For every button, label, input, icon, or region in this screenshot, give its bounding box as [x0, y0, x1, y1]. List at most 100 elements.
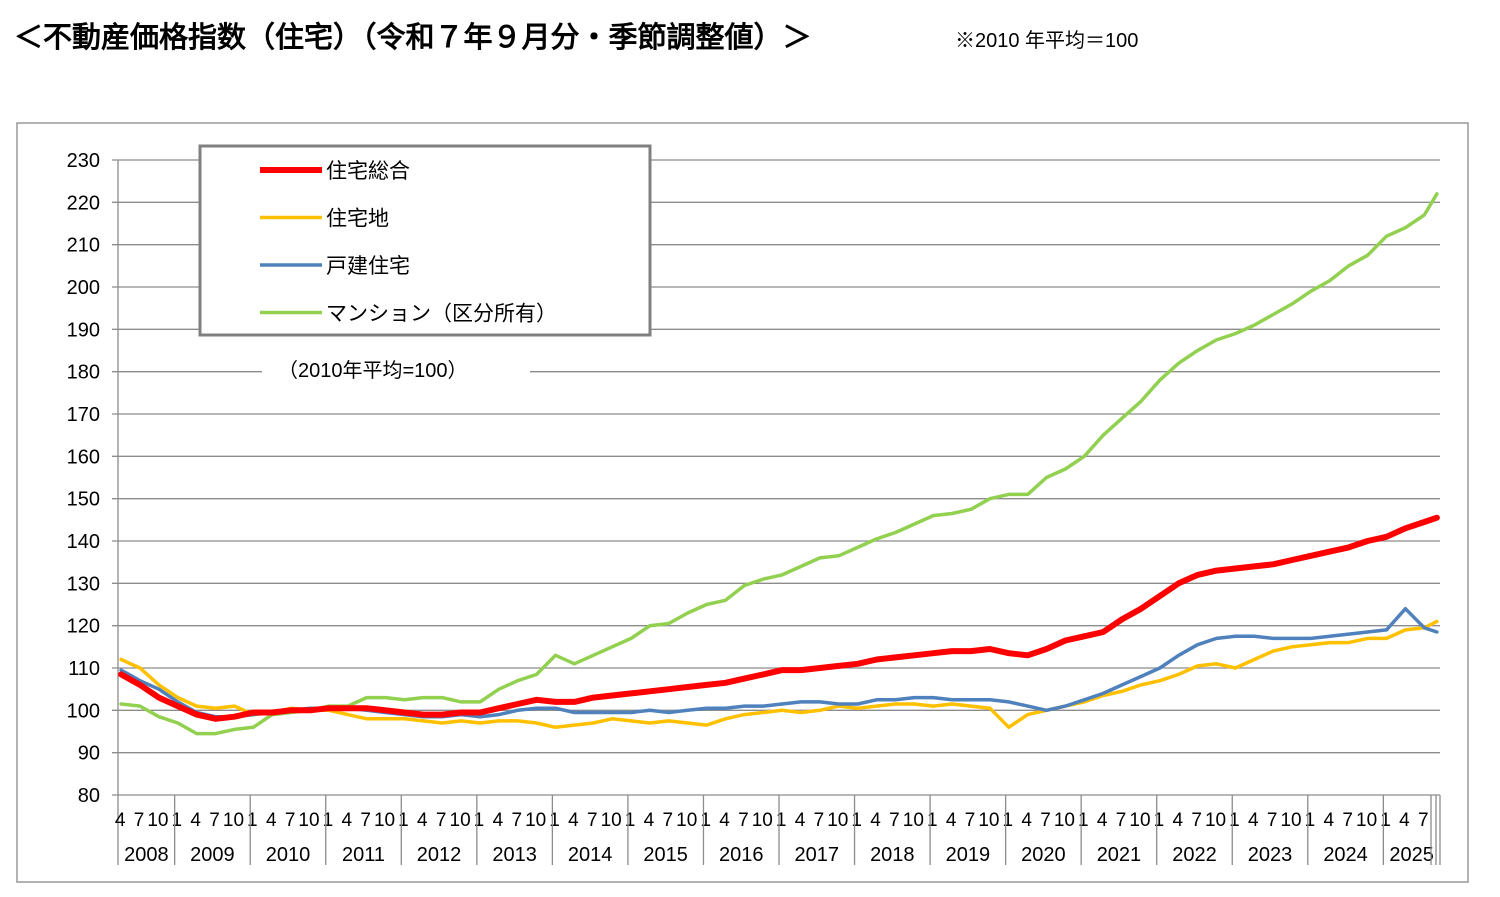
y-tick-label: 130: [67, 573, 100, 595]
x-month-label: 4: [1324, 810, 1335, 831]
x-month-label: 4: [568, 810, 579, 831]
x-month-label: 4: [1021, 810, 1032, 831]
x-month-label: 4: [870, 810, 881, 831]
x-month-label: 7: [1116, 810, 1127, 831]
x-month-label: 7: [1342, 810, 1353, 831]
x-month-label: 10: [978, 810, 999, 831]
x-month-label: 7: [814, 810, 825, 831]
x-month-label: 10: [752, 810, 773, 831]
x-month-label: 4: [115, 810, 126, 831]
x-year-label: 2013: [492, 844, 537, 866]
x-month-label: 1: [851, 810, 862, 831]
x-month-label: 4: [719, 810, 730, 831]
x-month-label: 4: [795, 810, 806, 831]
legend-label: 住宅総合: [326, 160, 410, 183]
x-year-label: 2009: [190, 844, 235, 866]
x-month-label: 10: [223, 810, 244, 831]
x-year-label: 2012: [417, 844, 462, 866]
y-tick-label: 100: [67, 700, 100, 722]
x-month-label: 10: [298, 810, 319, 831]
x-month-label: 7: [134, 810, 145, 831]
x-month-label: 1: [625, 810, 636, 831]
legend-label: 住宅地: [326, 208, 389, 231]
x-month-label: 1: [398, 810, 409, 831]
x-year-label: 2015: [643, 844, 688, 866]
x-month-label: 1: [1229, 810, 1240, 831]
x-month-label: 1: [474, 810, 485, 831]
y-tick-label: 80: [78, 785, 100, 807]
x-month-label: 1: [776, 810, 787, 831]
x-month-label: 7: [209, 810, 220, 831]
x-month-label: 7: [965, 810, 976, 831]
y-tick-label: 180: [67, 362, 100, 384]
y-tick-label: 200: [67, 277, 100, 299]
x-year-label: 2008: [124, 844, 169, 866]
x-year-label: 2016: [719, 844, 764, 866]
legend-label: 戸建住宅: [326, 255, 410, 278]
x-month-label: 4: [1248, 810, 1259, 831]
x-month-label: 10: [1129, 810, 1150, 831]
y-tick-label: 150: [67, 489, 100, 511]
x-year-label: 2024: [1323, 844, 1368, 866]
x-month-label: 1: [1380, 810, 1391, 831]
x-month-label: 1: [172, 810, 183, 831]
x-month-label: 7: [360, 810, 371, 831]
x-month-label: 10: [1280, 810, 1301, 831]
base-note-label: （2010年平均=100）: [278, 359, 468, 382]
y-tick-label: 170: [67, 404, 100, 426]
x-month-label: 10: [1205, 810, 1226, 831]
x-month-label: 10: [601, 810, 622, 831]
x-month-label: 4: [1097, 810, 1108, 831]
x-month-label: 10: [147, 810, 168, 831]
x-year-label: 2017: [795, 844, 840, 866]
x-month-label: 10: [450, 810, 471, 831]
x-year-label: 2014: [568, 844, 613, 866]
y-tick-label: 110: [68, 658, 100, 680]
x-month-label: 10: [1054, 810, 1075, 831]
y-tick-label: 190: [67, 319, 100, 341]
x-month-label: 7: [1040, 810, 1051, 831]
y-tick-label: 140: [67, 531, 100, 553]
page-title: ＜不動産価格指数（住宅）（令和７年９月分・季節調整値）＞: [14, 20, 812, 54]
x-month-label: 7: [1191, 810, 1202, 831]
x-month-label: 10: [903, 810, 924, 831]
x-month-label: 4: [341, 810, 352, 831]
legend-label: マンション（区分所有）: [326, 303, 557, 326]
y-tick-label: 120: [67, 616, 100, 638]
x-year-label: 2018: [870, 844, 915, 866]
x-year-label: 2022: [1172, 844, 1217, 866]
x-month-label: 1: [1078, 810, 1089, 831]
y-axis-ticks: 80 90 100 110 120 130 140 150 160 170 180 190 200 210…: [67, 150, 100, 807]
y-tick-label: 90: [78, 743, 100, 765]
x-month-label: 10: [676, 810, 697, 831]
x-month-label: 4: [946, 810, 957, 831]
x-month-label: 4: [1172, 810, 1183, 831]
x-month-label: 1: [323, 810, 334, 831]
x-month-label: 7: [1267, 810, 1278, 831]
y-tick-label: 160: [67, 446, 100, 468]
x-year-label: 2025: [1389, 844, 1434, 866]
x-month-label: 7: [663, 810, 674, 831]
base-year-note: ※2010 年平均＝100: [955, 30, 1139, 52]
x-month-label: 10: [1356, 810, 1377, 831]
y-tick-label: 210: [67, 235, 100, 257]
y-tick-label: 220: [67, 192, 100, 214]
x-month-label: 7: [1418, 810, 1429, 831]
x-month-label: 4: [493, 810, 504, 831]
x-month-label: 7: [511, 810, 522, 831]
x-month-label: 10: [374, 810, 395, 831]
x-month-label: 1: [549, 810, 560, 831]
x-year-label: 2020: [1021, 844, 1066, 866]
series-lines: [118, 192, 1440, 736]
x-year-label: 2019: [946, 844, 991, 866]
x-month-label: 4: [644, 810, 655, 831]
x-year-label: 2023: [1248, 844, 1293, 866]
x-month-label: 1: [1154, 810, 1165, 831]
x-month-label: 7: [285, 810, 296, 831]
x-year-label: 2011: [342, 844, 385, 866]
y-tick-label: 230: [67, 150, 100, 172]
x-month-label: 7: [738, 810, 749, 831]
x-month-label: 7: [436, 810, 447, 831]
